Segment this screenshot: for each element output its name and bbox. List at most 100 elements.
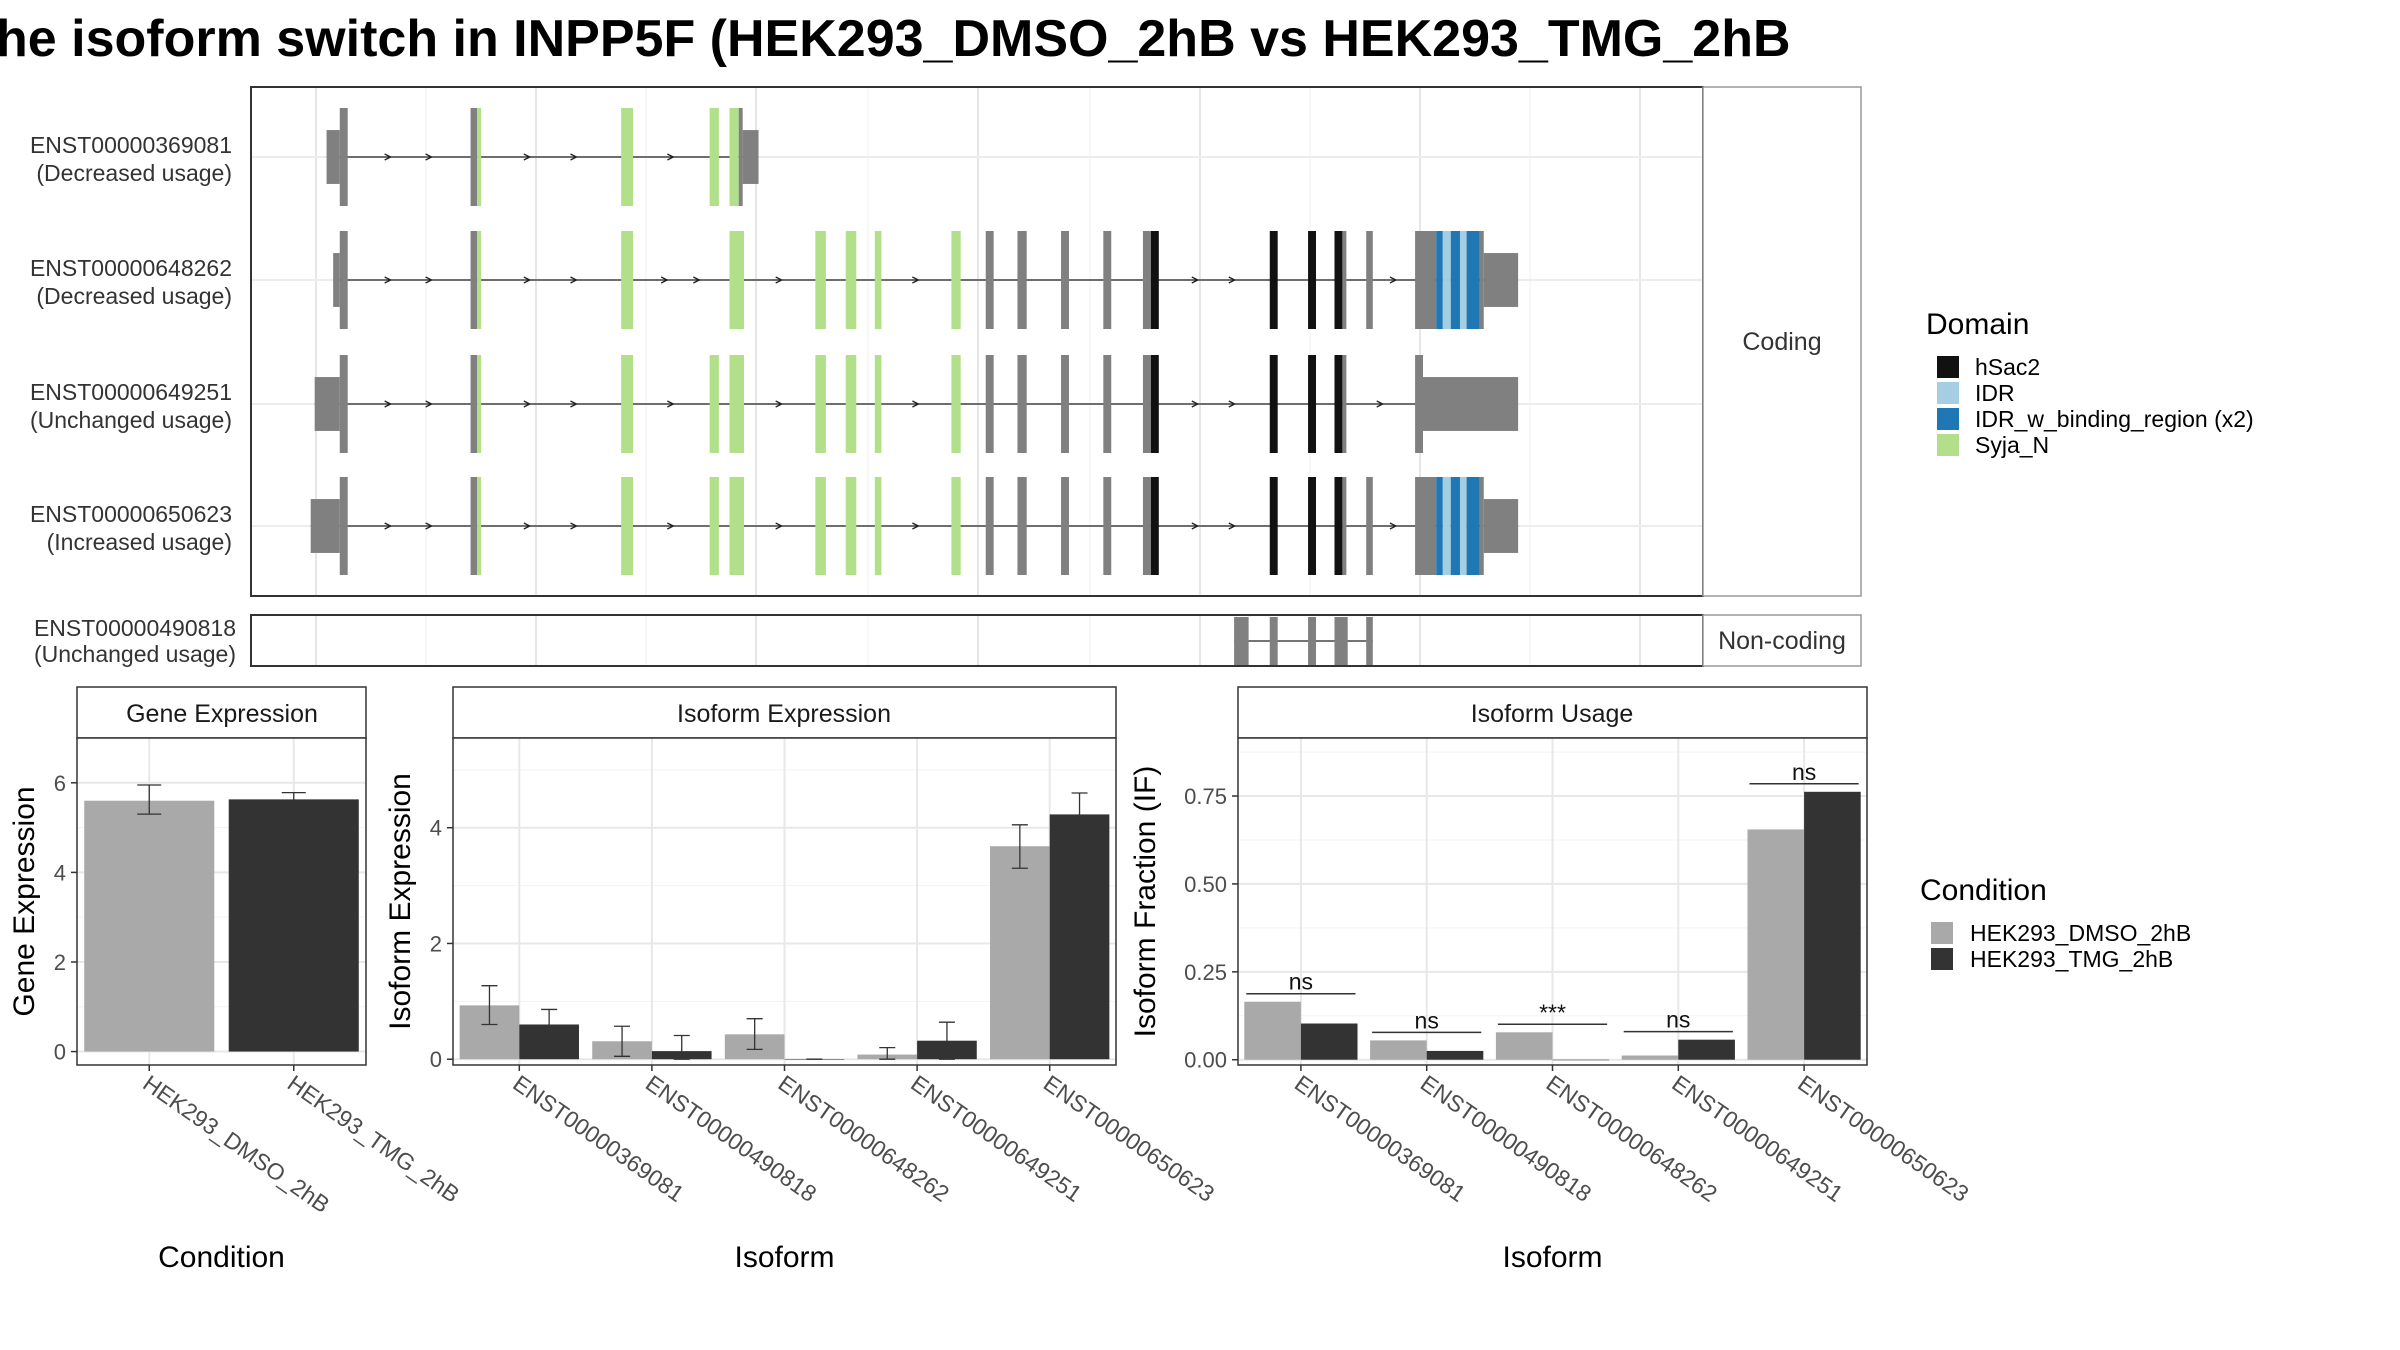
- intron-arrow: [667, 400, 675, 408]
- chart-strip: [452, 686, 1117, 739]
- exon-block: [470, 231, 478, 329]
- chart-0: Gene Expression0246HEK293_DMSO_2hBHEK293…: [8, 686, 464, 1274]
- domain-block-Syja_N: [815, 477, 826, 575]
- bar-dmso: [1747, 829, 1805, 1060]
- noncoding-facet-strip: [1702, 614, 1862, 667]
- significance-label: ns: [1289, 969, 1313, 995]
- domain-block-Syja_N: [729, 355, 745, 453]
- y-tick-label: 4: [430, 816, 442, 841]
- y-tick-label: 0.00: [1184, 1048, 1227, 1073]
- y-tick-label: 0: [54, 1040, 66, 1065]
- domain-block-Syja_N: [951, 477, 961, 575]
- bar-tmg: [1552, 1059, 1610, 1061]
- domain-block-Syja_N: [621, 477, 634, 575]
- exon-block: [1061, 231, 1069, 329]
- domain-block-hSac2: [1334, 355, 1343, 453]
- domain-block-Syja_N: [477, 477, 482, 575]
- intron-arrow: [425, 400, 434, 408]
- isoform-usage-label: (Unchanged usage): [34, 641, 236, 667]
- utr-block: [326, 130, 340, 184]
- domain-block-IDR_w_binding_region: [1436, 231, 1443, 329]
- y-tick-label: 2: [430, 931, 442, 956]
- exon-block: [1061, 355, 1069, 453]
- bar-dmso: [1244, 1001, 1301, 1060]
- exon-block: [985, 477, 994, 575]
- intron-arrow: [667, 153, 675, 161]
- intron-arrow: [523, 153, 532, 161]
- exon-block: [1334, 617, 1348, 665]
- intron-arrow: [1228, 276, 1237, 284]
- domain-block-IDR: [1442, 477, 1451, 575]
- domain-block-Syja_N: [709, 477, 719, 575]
- exon-block: [1415, 355, 1423, 453]
- domain-block-hSac2: [1269, 231, 1278, 329]
- isoform-label: ENST00000649251: [30, 379, 232, 405]
- intron-arrow: [1191, 522, 1200, 530]
- legend-label: Syja_N: [1975, 432, 2049, 458]
- bar-dmso: [1621, 1055, 1679, 1060]
- intron-arrow: [775, 276, 784, 284]
- chart-title: Gene Expression: [126, 700, 318, 728]
- significance-label: ns: [1415, 1007, 1439, 1033]
- significance-label: ***: [1539, 999, 1566, 1025]
- bar-dmso: [1495, 1032, 1553, 1060]
- intron-arrow: [1191, 400, 1200, 408]
- exon-block: [1415, 477, 1437, 575]
- isoform-usage-label: (Unchanged usage): [30, 407, 232, 433]
- domain-block-IDR_w_binding_region: [1466, 477, 1480, 575]
- intron-arrow: [384, 400, 393, 408]
- y-tick-label: 6: [54, 771, 66, 796]
- coding-facet-strip: [1702, 86, 1862, 597]
- isoform-usage-label: (Increased usage): [47, 529, 232, 555]
- intron-arrow: [912, 276, 920, 284]
- intron-arrow: [660, 276, 669, 284]
- domain-block-hSac2: [1308, 231, 1316, 329]
- intron-arrow: [570, 400, 578, 408]
- legend-swatch-tmg: [1931, 948, 1953, 970]
- y-axis-title: Gene Expression: [8, 786, 41, 1016]
- domain-block-hSac2: [1150, 477, 1159, 575]
- domain-block-IDR: [1459, 231, 1467, 329]
- domain-block-Syja_N: [477, 355, 482, 453]
- y-tick-label: 0: [430, 1047, 442, 1072]
- intron-arrow: [384, 522, 393, 530]
- significance-label: ns: [1666, 1007, 1690, 1033]
- exon-block: [1142, 355, 1151, 453]
- isoform-label: ENST00000369081: [30, 132, 232, 158]
- bar-tmg: [1049, 814, 1110, 1060]
- domain-block-Syja_N: [874, 231, 882, 329]
- legend-swatch-hSac2: [1937, 356, 1959, 378]
- exon-block: [1308, 617, 1316, 665]
- domain-block-hSac2: [1334, 477, 1343, 575]
- exon-block: [1342, 477, 1347, 575]
- exon-block: [1103, 231, 1112, 329]
- utr-block: [333, 253, 340, 307]
- noncoding-facet-label: Non-coding: [1718, 627, 1846, 655]
- y-tick-label: 2: [54, 950, 66, 975]
- domain-block-Syja_N: [729, 231, 745, 329]
- domain-block-Syja_N: [709, 108, 719, 206]
- bar-tmg: [1804, 791, 1861, 1060]
- domain-block-Syja_N: [951, 231, 961, 329]
- domain-block-IDR_w_binding_region: [1466, 231, 1480, 329]
- y-tick-label: 4: [54, 860, 66, 885]
- exon-block: [1479, 477, 1484, 575]
- domain-block-hSac2: [1150, 231, 1159, 329]
- exon-block: [1366, 477, 1373, 575]
- significance-label: ns: [1792, 759, 1816, 785]
- domain-block-IDR_w_binding_region: [1436, 477, 1443, 575]
- legend-label: IDR_w_binding_region (x2): [1975, 406, 2254, 432]
- legend-swatch-dmso: [1931, 922, 1953, 944]
- domain-block-Syja_N: [951, 355, 961, 453]
- exon-block: [985, 231, 994, 329]
- coding-facet-label: Coding: [1742, 328, 1821, 356]
- intron-arrow: [775, 522, 784, 530]
- exon-block: [1342, 231, 1347, 329]
- exon-block: [1103, 477, 1112, 575]
- exon-block: [1142, 231, 1151, 329]
- exon-block: [339, 355, 348, 453]
- domain-block-Syja_N: [874, 477, 882, 575]
- exon-block: [1415, 231, 1437, 329]
